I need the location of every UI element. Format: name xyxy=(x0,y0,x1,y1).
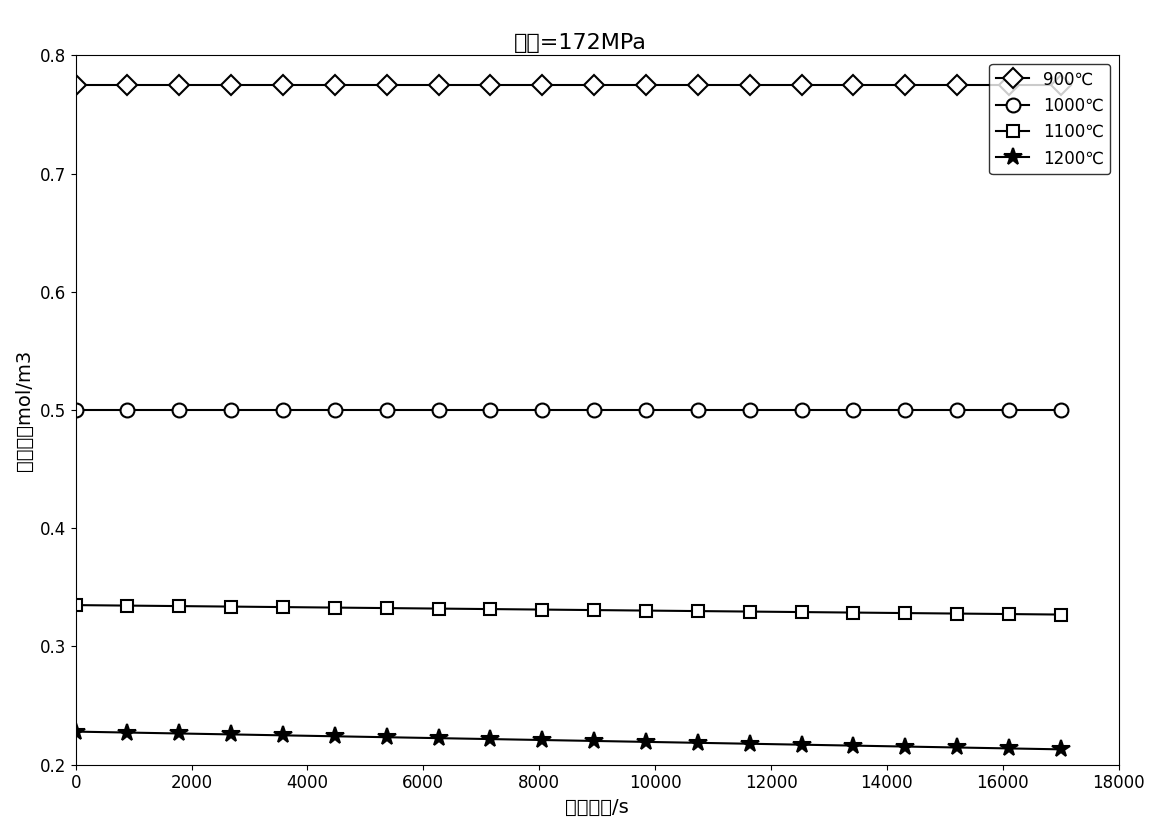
1000℃ xyxy=(950,405,964,415)
1100℃ xyxy=(379,603,393,613)
900℃ xyxy=(121,80,135,90)
1100℃ xyxy=(1002,609,1016,619)
900℃ xyxy=(587,80,601,90)
Text: 应力=172MPa: 应力=172MPa xyxy=(514,33,646,53)
1200℃ xyxy=(847,740,861,750)
1200℃ xyxy=(535,735,549,745)
900℃ xyxy=(1002,80,1016,90)
1100℃ xyxy=(742,607,756,617)
900℃ xyxy=(328,80,342,90)
1100℃ xyxy=(121,601,135,611)
Line: 900℃: 900℃ xyxy=(68,78,1067,92)
1000℃ xyxy=(484,405,498,415)
1100℃ xyxy=(587,605,601,615)
X-axis label: 氧化时间/s: 氧化时间/s xyxy=(565,798,629,817)
1100℃ xyxy=(173,601,187,611)
900℃ xyxy=(432,80,445,90)
900℃ xyxy=(898,80,912,90)
1200℃ xyxy=(173,729,187,739)
900℃ xyxy=(742,80,756,90)
1000℃ xyxy=(691,405,705,415)
1200℃ xyxy=(587,736,601,746)
900℃ xyxy=(535,80,549,90)
1000℃ xyxy=(1002,405,1016,415)
900℃ xyxy=(639,80,653,90)
1200℃ xyxy=(795,740,809,750)
1000℃ xyxy=(639,405,653,415)
Line: 1200℃: 1200℃ xyxy=(66,722,1070,759)
900℃ xyxy=(276,80,290,90)
1200℃ xyxy=(224,730,238,740)
1000℃ xyxy=(587,405,601,415)
1200℃ xyxy=(68,726,82,736)
1100℃ xyxy=(1053,610,1067,620)
1000℃ xyxy=(898,405,912,415)
1100℃ xyxy=(535,605,549,615)
1200℃ xyxy=(950,742,964,752)
1000℃ xyxy=(121,405,135,415)
Y-axis label: 氧气浓度mol/m3: 氧气浓度mol/m3 xyxy=(15,349,34,471)
1100℃ xyxy=(224,602,238,612)
1100℃ xyxy=(795,607,809,617)
1100℃ xyxy=(639,606,653,616)
1100℃ xyxy=(691,606,705,616)
900℃ xyxy=(1053,80,1067,90)
1200℃ xyxy=(1053,745,1067,755)
1000℃ xyxy=(276,405,290,415)
1000℃ xyxy=(795,405,809,415)
1100℃ xyxy=(898,608,912,618)
1000℃ xyxy=(1053,405,1067,415)
1000℃ xyxy=(224,405,238,415)
900℃ xyxy=(795,80,809,90)
Line: 1000℃: 1000℃ xyxy=(68,403,1067,417)
1100℃ xyxy=(950,608,964,618)
900℃ xyxy=(950,80,964,90)
1200℃ xyxy=(691,738,705,748)
1200℃ xyxy=(432,733,445,743)
1200℃ xyxy=(1002,744,1016,754)
1200℃ xyxy=(379,732,393,742)
900℃ xyxy=(379,80,393,90)
1100℃ xyxy=(68,600,82,610)
1100℃ xyxy=(847,607,861,617)
900℃ xyxy=(68,80,82,90)
1000℃ xyxy=(535,405,549,415)
1000℃ xyxy=(847,405,861,415)
1000℃ xyxy=(432,405,445,415)
1200℃ xyxy=(898,741,912,751)
900℃ xyxy=(847,80,861,90)
Legend: 900℃, 1000℃, 1100℃, 1200℃: 900℃, 1000℃, 1100℃, 1200℃ xyxy=(989,63,1110,174)
1200℃ xyxy=(121,727,135,737)
900℃ xyxy=(484,80,498,90)
1000℃ xyxy=(328,405,342,415)
1200℃ xyxy=(276,730,290,740)
900℃ xyxy=(224,80,238,90)
1200℃ xyxy=(742,739,756,749)
Line: 1100℃: 1100℃ xyxy=(70,599,1067,621)
1100℃ xyxy=(328,602,342,612)
1100℃ xyxy=(432,603,445,613)
1000℃ xyxy=(68,405,82,415)
1100℃ xyxy=(484,604,498,614)
1000℃ xyxy=(742,405,756,415)
1200℃ xyxy=(484,734,498,744)
1200℃ xyxy=(328,731,342,741)
1000℃ xyxy=(173,405,187,415)
1000℃ xyxy=(379,405,393,415)
900℃ xyxy=(691,80,705,90)
1200℃ xyxy=(639,737,653,747)
900℃ xyxy=(173,80,187,90)
1100℃ xyxy=(276,602,290,612)
